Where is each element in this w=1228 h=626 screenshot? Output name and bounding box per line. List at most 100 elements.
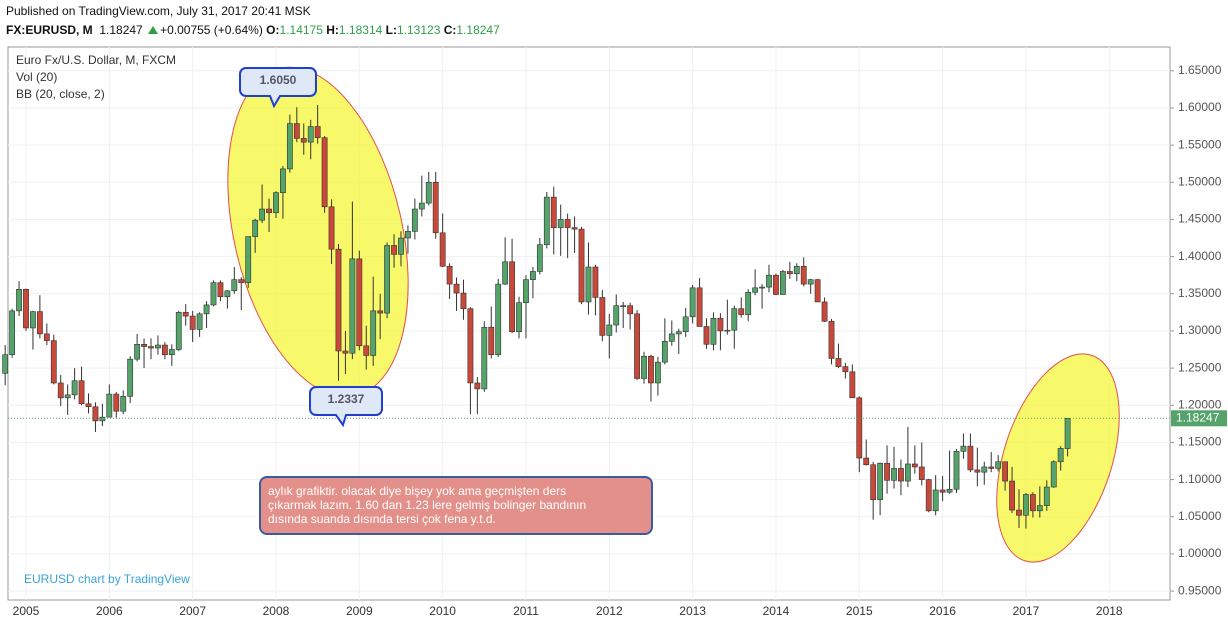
- candle-body: [759, 286, 765, 289]
- candle-body: [655, 361, 661, 384]
- note-line: aylık grafiktir. olacak diye bişey yok a…: [268, 484, 566, 498]
- candle-body: [349, 258, 356, 354]
- ohlc-label: O:: [266, 23, 280, 37]
- candle-body: [16, 289, 22, 312]
- x-tick-label: 2014: [763, 604, 790, 618]
- candle-body: [481, 326, 488, 390]
- candle-body: [884, 462, 890, 481]
- candle-body: [918, 466, 925, 480]
- candle-body: [161, 344, 168, 356]
- candle-body: [328, 206, 335, 250]
- x-tick-label: 2017: [1013, 604, 1040, 618]
- candle-body: [64, 394, 71, 399]
- candle-body: [814, 279, 821, 303]
- candle-body: [113, 393, 120, 412]
- y-tick-label: 0.95000: [1178, 583, 1222, 597]
- candle-body: [314, 126, 321, 138]
- candle-body: [571, 227, 578, 230]
- candle-body: [682, 316, 689, 332]
- candle-body: [877, 462, 884, 500]
- candle-body: [842, 366, 849, 373]
- ohlc-value: 1.18247: [456, 23, 500, 37]
- candle-body: [1036, 505, 1043, 512]
- candle-body: [793, 265, 800, 275]
- ohlc-label: L:: [385, 23, 397, 37]
- x-tick-label: 2005: [13, 604, 40, 618]
- candle-body: [148, 346, 154, 349]
- candle-body: [439, 232, 446, 267]
- candle-body: [870, 464, 877, 500]
- candle-body: [807, 279, 814, 285]
- x-tick-label: 2012: [596, 604, 623, 618]
- symbol: FX:EURUSD, M: [6, 23, 93, 37]
- candle-body: [384, 245, 390, 314]
- candle-body: [835, 358, 842, 367]
- x-tick-label: 2018: [1096, 604, 1123, 618]
- candle-body: [599, 297, 606, 336]
- candle-body: [273, 192, 279, 214]
- watermark: EURUSD chart by TradingView: [24, 572, 190, 586]
- candle-body: [488, 326, 495, 356]
- candle-body: [398, 237, 404, 255]
- candle-body: [196, 313, 203, 330]
- y-tick-label: 1.50000: [1178, 174, 1222, 188]
- candle-body: [786, 271, 793, 275]
- candle-body: [245, 236, 252, 283]
- candle-body: [773, 274, 779, 295]
- candle-body: [800, 265, 807, 285]
- candle-body: [418, 202, 425, 210]
- candle-body: [717, 317, 724, 332]
- y-tick-label: 1.30000: [1178, 323, 1222, 337]
- candle-body: [460, 292, 467, 309]
- published: Published on TradingView.com, July 31, 2…: [6, 4, 311, 18]
- callout: [309, 386, 383, 428]
- note-box: [259, 476, 653, 535]
- y-tick-label: 1.20000: [1178, 397, 1222, 411]
- candle-body: [92, 406, 99, 422]
- candle-body: [168, 349, 175, 356]
- x-tick-label: 2009: [346, 604, 373, 618]
- candle-body: [988, 466, 995, 469]
- x-tick-label: 2008: [263, 604, 290, 618]
- y-tick-label: 1.35000: [1178, 286, 1222, 300]
- candle-body: [550, 196, 557, 228]
- candle-body: [474, 382, 481, 390]
- candle-body: [1023, 494, 1029, 516]
- candle-body: [1002, 461, 1009, 482]
- candle-body: [266, 208, 272, 214]
- candle-body: [613, 305, 620, 326]
- candle-body: [967, 445, 974, 471]
- candle-body: [1029, 494, 1036, 512]
- candle-body: [286, 123, 293, 170]
- candle-body: [898, 468, 904, 482]
- x-tick-label: 2007: [179, 604, 206, 618]
- callout-text: 1.6050: [260, 73, 297, 87]
- candle-body: [960, 445, 967, 452]
- candle-body: [203, 304, 210, 315]
- y-tick-label: 1.15000: [1178, 435, 1222, 449]
- candle-body: [703, 326, 710, 345]
- candle-body: [99, 416, 106, 422]
- ohlc-label: H:: [326, 23, 339, 37]
- candle-body: [141, 344, 147, 347]
- candle-body: [710, 317, 717, 345]
- candle-body: [50, 340, 57, 384]
- candle-body: [634, 313, 640, 379]
- last-price: 1.18247: [99, 23, 143, 37]
- x-tick-label: 2015: [846, 604, 873, 618]
- candle-body: [321, 137, 328, 208]
- candle-body: [307, 126, 314, 143]
- candle-body: [134, 344, 141, 360]
- y-tick-label: 1.10000: [1178, 472, 1222, 486]
- candle-body: [974, 469, 981, 473]
- candle-body: [293, 123, 300, 139]
- candle-body: [856, 397, 863, 459]
- y-tick-label: 1.60000: [1178, 100, 1222, 114]
- chart-title: Euro Fx/U.S. Dollar, M, FXCM: [16, 53, 176, 67]
- y-tick-label: 1.25000: [1178, 360, 1222, 374]
- candle-body: [189, 315, 196, 330]
- candle-body: [641, 355, 647, 379]
- candle-body: [557, 219, 564, 228]
- candle-body: [57, 382, 64, 399]
